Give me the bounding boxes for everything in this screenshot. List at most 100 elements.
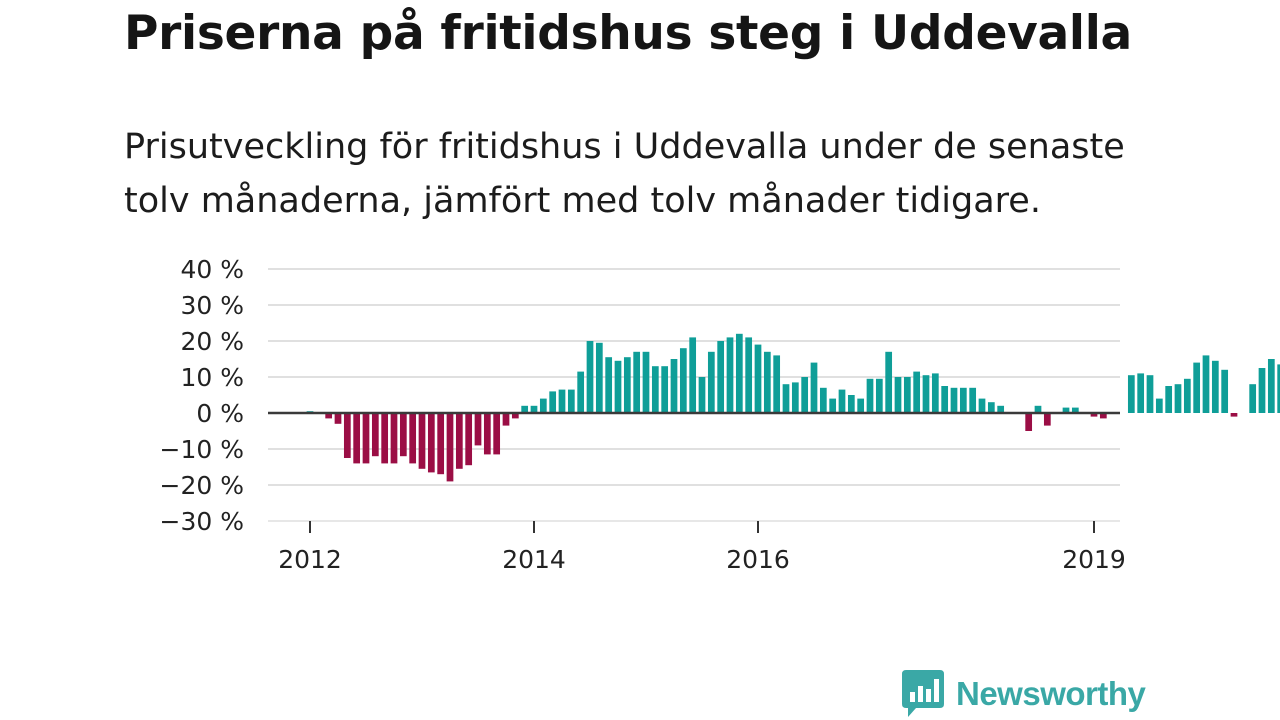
bar: [595, 342, 603, 413]
bar: [409, 413, 417, 464]
bar: [1183, 378, 1191, 413]
bar: [1267, 359, 1275, 413]
bar: [334, 413, 342, 424]
bar-chart: 40 % 30 % 20 % 10 % 0 % −10 % −20 % −30 % 2012 20…: [160, 255, 1280, 574]
x-tick-label: 2016: [726, 545, 790, 574]
bar: [362, 413, 370, 464]
bar: [465, 413, 473, 466]
bar: [1202, 355, 1210, 413]
bar: [903, 377, 911, 413]
bar: [1137, 373, 1145, 413]
bar: [670, 359, 678, 413]
bar: [1174, 384, 1182, 413]
bar: [866, 378, 874, 413]
bar: [894, 377, 902, 413]
bar: [483, 413, 491, 455]
bar: [1043, 413, 1051, 426]
y-tick-label: 10 %: [180, 363, 244, 392]
bar: [819, 387, 827, 413]
bar: [642, 351, 650, 413]
bar: [987, 402, 995, 413]
bar: [726, 337, 734, 413]
bar: [969, 387, 977, 413]
bar: [717, 341, 725, 413]
bar: [1165, 386, 1173, 413]
bar: [707, 351, 715, 413]
y-tick-label: 30 %: [180, 291, 244, 320]
bar: [530, 405, 538, 413]
bar: [493, 413, 501, 455]
bar: [1193, 362, 1201, 413]
bar: [418, 413, 426, 469]
bar: [511, 413, 519, 419]
bar: [558, 389, 566, 413]
bar: [773, 355, 781, 413]
bars: [306, 333, 1280, 482]
bar: [922, 375, 930, 413]
bar: [885, 351, 893, 413]
bar: [1025, 413, 1033, 431]
bar: [521, 405, 529, 413]
bar: [371, 413, 379, 457]
bar: [399, 413, 407, 457]
bar: [651, 366, 659, 413]
bar: [1249, 384, 1257, 413]
bar: [847, 395, 855, 413]
bar: [586, 341, 594, 413]
bar: [913, 371, 921, 413]
bar: [633, 351, 641, 413]
x-tick-label: 2014: [502, 545, 566, 574]
bar: [427, 413, 435, 473]
bar: [1277, 364, 1280, 413]
bar: [829, 398, 837, 413]
bar: [614, 360, 622, 413]
bar: [735, 333, 743, 413]
y-tick-label: 0 %: [196, 399, 244, 428]
brand-name: Newsworthy: [956, 675, 1146, 712]
bar: [950, 387, 958, 413]
bar: [1146, 375, 1154, 413]
y-tick-label: 40 %: [180, 255, 244, 284]
bar: [782, 384, 790, 413]
bar: [791, 382, 799, 413]
bar: [1071, 407, 1079, 413]
axes: 40 % 30 % 20 % 10 % 0 % −10 % −20 % −30 % 2012 20…: [160, 255, 1126, 574]
bar: [763, 351, 771, 413]
bar: [838, 389, 846, 413]
bar: [1127, 375, 1135, 413]
bar: [978, 398, 986, 413]
x-tick-label: 2019: [1062, 545, 1126, 574]
bar: [353, 413, 361, 464]
bar: [810, 362, 818, 413]
y-tick-label: −20 %: [160, 471, 244, 500]
bar: [549, 391, 557, 413]
chart-subtitle: Prisutveckling för fritidshus i Uddevall…: [124, 127, 1125, 221]
bar: [1211, 360, 1219, 413]
bar: [959, 387, 967, 413]
bar: [381, 413, 389, 464]
bar: [689, 337, 697, 413]
bar: [502, 413, 510, 426]
bar: [1099, 413, 1107, 419]
bar: [661, 366, 669, 413]
bar: [1155, 398, 1163, 413]
y-tick-label: 20 %: [180, 327, 244, 356]
y-tick-label: −30 %: [160, 507, 244, 536]
bar: [1221, 369, 1229, 413]
bar: [1230, 413, 1238, 417]
bar: [941, 386, 949, 413]
bar: [446, 413, 454, 482]
y-tick-label: −10 %: [160, 435, 244, 464]
bar: [679, 348, 687, 413]
bar: [801, 377, 809, 413]
bar: [605, 357, 613, 413]
bar: [1090, 413, 1098, 417]
bar: [875, 378, 883, 413]
bar: [745, 337, 753, 413]
bar: [754, 344, 762, 413]
bar: [623, 357, 631, 413]
bar: [857, 398, 865, 413]
x-tick-label: 2012: [278, 545, 342, 574]
newsworthy-logo: Newsworthy: [902, 670, 1146, 718]
bar: [455, 413, 463, 469]
